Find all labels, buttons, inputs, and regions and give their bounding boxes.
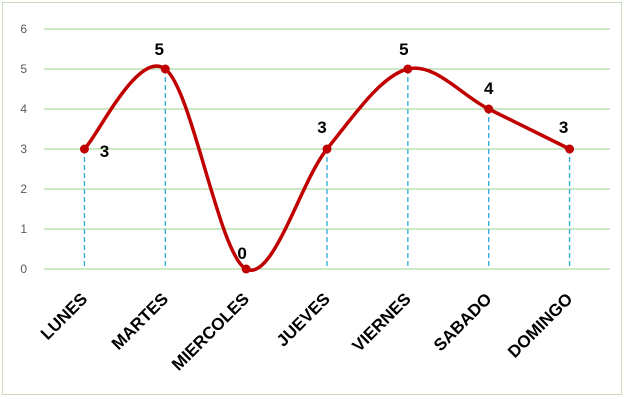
data-point: [241, 264, 251, 274]
data-label: 3: [559, 118, 568, 137]
data-point: [484, 104, 494, 114]
data-label: 3: [100, 142, 109, 161]
drop-lines: [83, 69, 571, 269]
y-tick-label: 5: [20, 62, 27, 76]
y-tick-label: 0: [20, 262, 27, 276]
x-tick-label: VIERNES: [348, 289, 414, 355]
x-tick-label: DOMINGO: [504, 289, 576, 361]
y-tick-label: 6: [20, 22, 27, 36]
y-tick-label: 2: [20, 182, 27, 196]
data-point: [322, 144, 332, 154]
data-markers: [79, 64, 575, 274]
y-axis-ticks: 0 1 2 3 4 5 6: [20, 22, 27, 276]
gridlines: [44, 28, 610, 270]
y-tick-label: 4: [20, 102, 27, 116]
y-tick-label: 3: [20, 142, 27, 156]
data-labels: 3 5 0 3 5 4 3: [100, 40, 569, 263]
data-label: 5: [399, 40, 408, 59]
data-point: [79, 144, 89, 154]
data-label: 4: [484, 79, 494, 98]
x-tick-label: MARTES: [108, 289, 172, 353]
x-tick-label: MIERCOLES: [168, 289, 253, 374]
x-tick-label: LUNES: [37, 289, 91, 343]
y-tick-label: 1: [20, 222, 27, 236]
data-label: 0: [237, 244, 246, 263]
x-tick-label: JUEVES: [273, 289, 334, 350]
data-label: 5: [155, 40, 164, 59]
data-point: [565, 144, 575, 154]
data-point: [160, 64, 170, 74]
x-tick-label: SABADO: [430, 289, 496, 355]
data-point: [403, 64, 413, 74]
chart-frame: [2, 2, 622, 395]
data-label: 3: [317, 118, 326, 137]
